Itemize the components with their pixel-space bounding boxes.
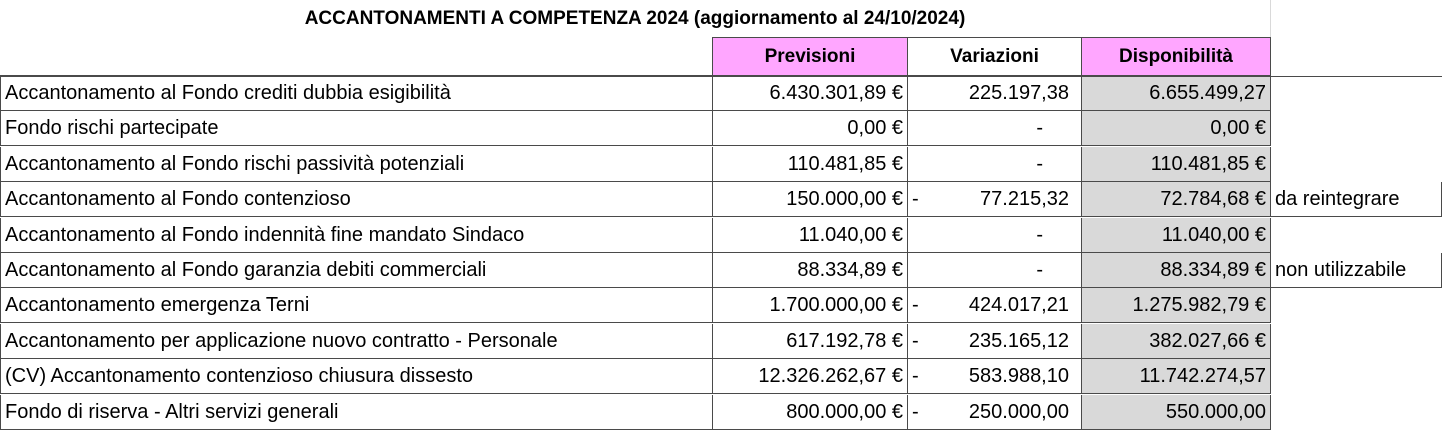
header-previsioni[interactable]: Previsioni: [712, 37, 908, 76]
cell-disponibilita[interactable]: 550.000,00: [1081, 395, 1271, 430]
variazione-value: 77.215,32: [980, 187, 1069, 210]
header-variazioni[interactable]: Variazioni: [907, 37, 1082, 76]
cell-label[interactable]: Fondo di riserva - Altri servizi general…: [0, 395, 713, 430]
cell-variazioni[interactable]: - 424.017,21: [907, 288, 1082, 323]
variazione-value: 583.988,10: [968, 364, 1069, 387]
cell-label[interactable]: Accantonamento al Fondo crediti dubbia e…: [0, 76, 713, 111]
header-label-empty[interactable]: [0, 75, 713, 76]
cell-label[interactable]: Fondo rischi partecipate: [0, 111, 713, 146]
cell-note[interactable]: [1270, 111, 1442, 146]
cell-note[interactable]: [1270, 359, 1442, 394]
cell-previsioni[interactable]: 150.000,00 €: [712, 182, 908, 217]
cell-note[interactable]: [1270, 395, 1442, 430]
cell-previsioni[interactable]: 88.334,89 €: [712, 253, 908, 288]
negative-sign: -: [912, 364, 919, 387]
cell-previsioni[interactable]: 800.000,00 €: [712, 395, 908, 430]
variazione-value: -: [1036, 258, 1043, 281]
cell-variazioni[interactable]: -: [907, 111, 1082, 146]
cell-previsioni[interactable]: 617.192,78 €: [712, 324, 908, 359]
cell-note[interactable]: da reintegrare: [1270, 182, 1442, 217]
cell-previsioni[interactable]: 110.481,85 €: [712, 147, 908, 182]
cell-disponibilita[interactable]: 1.275.982,79 €: [1081, 288, 1271, 323]
cell-label[interactable]: Accantonamento al Fondo indennità fine m…: [0, 218, 713, 253]
cell-variazioni[interactable]: - 77.215,32: [907, 182, 1082, 217]
cell-note[interactable]: [1270, 147, 1442, 182]
cell-previsioni[interactable]: 0,00 €: [712, 111, 908, 146]
negative-sign: -: [912, 293, 919, 316]
cell-disponibilita[interactable]: 88.334,89 €: [1081, 253, 1271, 288]
cell-disponibilita[interactable]: 110.481,85 €: [1081, 147, 1271, 182]
variazione-value: -: [1036, 223, 1043, 246]
variazione-value: -: [1036, 152, 1043, 175]
cell-previsioni[interactable]: 12.326.262,67 €: [712, 359, 908, 394]
cell-label[interactable]: Accantonamento al Fondo garanzia debiti …: [0, 253, 713, 288]
cell-label[interactable]: Accantonamento per applicazione nuovo co…: [0, 324, 713, 359]
cell-label[interactable]: Accantonamento emergenza Terni: [0, 288, 713, 323]
cell-disponibilita[interactable]: 382.027,66 €: [1081, 324, 1271, 359]
cell-disponibilita[interactable]: 72.784,68 €: [1081, 182, 1271, 217]
cell-disponibilita[interactable]: 11.040,00 €: [1081, 218, 1271, 253]
cell-note[interactable]: [1270, 288, 1442, 323]
cell-note[interactable]: non utilizzabile: [1270, 253, 1442, 288]
cell-variazioni[interactable]: - 583.988,10: [907, 359, 1082, 394]
cell-note[interactable]: [1270, 218, 1442, 253]
cell-previsioni[interactable]: 1.700.000,00 €: [712, 288, 908, 323]
cell-variazioni[interactable]: -: [907, 218, 1082, 253]
variazione-value: 235.165,12: [968, 329, 1069, 352]
cell-note[interactable]: [1270, 76, 1442, 111]
sheet-title[interactable]: ACCANTONAMENTI A COMPETENZA 2024 (aggior…: [304, 7, 966, 29]
cell-variazioni[interactable]: 225.197,38: [907, 76, 1082, 111]
cell-disponibilita[interactable]: 0,00 €: [1081, 111, 1271, 146]
cell-label[interactable]: (CV) Accantonamento contenzioso chiusura…: [0, 359, 713, 394]
gridline: [1270, 0, 1271, 37]
variazione-value: 225.197,38: [968, 82, 1069, 104]
variazione-value: 250.000,00: [968, 400, 1069, 423]
cell-note[interactable]: [1270, 324, 1442, 359]
cell-previsioni[interactable]: 6.430.301,89 €: [712, 76, 908, 111]
cell-label[interactable]: Accantonamento al Fondo rischi passività…: [0, 147, 713, 182]
negative-sign: -: [912, 329, 919, 352]
cell-previsioni[interactable]: 11.040,00 €: [712, 218, 908, 253]
negative-sign: -: [912, 400, 919, 423]
cell-variazioni[interactable]: -: [907, 253, 1082, 288]
cell-disponibilita[interactable]: 6.655.499,27: [1081, 76, 1271, 111]
negative-sign: -: [912, 187, 919, 210]
cell-disponibilita[interactable]: 11.742.274,57: [1081, 359, 1271, 394]
variazione-value: -: [1036, 116, 1043, 139]
cell-variazioni[interactable]: -: [907, 147, 1082, 182]
cell-variazioni[interactable]: - 250.000,00: [907, 395, 1082, 430]
cell-label[interactable]: Accantonamento al Fondo contenzioso: [0, 182, 713, 217]
header-disponibilita[interactable]: Disponibilità: [1081, 37, 1271, 76]
variazione-value: 424.017,21: [968, 293, 1069, 316]
cell-variazioni[interactable]: - 235.165,12: [907, 324, 1082, 359]
